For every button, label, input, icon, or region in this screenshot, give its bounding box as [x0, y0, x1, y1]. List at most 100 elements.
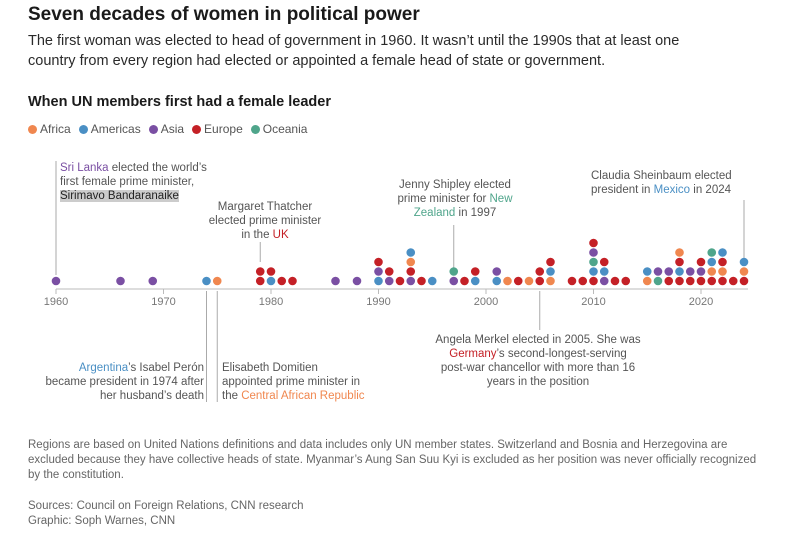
annotation-text: became president in 1974 after [45, 376, 204, 388]
data-point-americas [642, 267, 652, 276]
annotation-text: years in the position [486, 376, 590, 388]
legend-swatch-africa [28, 124, 37, 134]
data-point-americas [406, 248, 416, 257]
annotation-text: her husband’s death [99, 390, 204, 402]
data-point-americas [707, 257, 717, 267]
legend-item-africa: Africa [28, 122, 71, 136]
legend-item-asia: Asia [148, 122, 184, 136]
x-axis-tick-label: 1960 [44, 296, 68, 308]
legend-label-oceania: Oceania [262, 122, 308, 136]
data-point-africa [642, 276, 652, 286]
data-point-europe [255, 267, 265, 276]
data-point-europe [288, 276, 297, 286]
data-point-americas [202, 276, 211, 286]
data-point-europe [417, 276, 426, 286]
country-germany: Germany [449, 348, 497, 360]
sources: Sources: Council on Foreign Relations, C… [28, 499, 303, 529]
data-point-europe [374, 257, 383, 267]
annotation-text: the [222, 390, 242, 402]
x-axis-tick-label: 2020 [689, 296, 713, 308]
legend-item-oceania: Oceania [250, 122, 308, 136]
legend-swatch-americas [78, 124, 88, 134]
annotation-text: Jenny Shipley elected [399, 179, 511, 191]
data-point-europe [567, 276, 577, 286]
annotation-shipley: Jenny Shipley elected prime minister for… [390, 178, 520, 220]
data-point-oceania [589, 257, 598, 267]
data-point-europe [384, 267, 394, 276]
data-point-europe [610, 276, 620, 286]
annotation-text: prime minister for [397, 193, 490, 205]
data-point-asia [352, 276, 362, 286]
annotation-text: Elisabeth Domitien [222, 362, 318, 374]
data-point-europe [535, 267, 545, 276]
country-argentina: Argentina [78, 362, 129, 374]
data-point-asia [406, 276, 416, 286]
chart-legend: Africa Americas Asia Europe Oceania [28, 122, 307, 136]
annotation-text: elected prime minister [208, 215, 322, 227]
data-point-europe [621, 276, 631, 286]
country-new-zealand-b: Zealand [413, 207, 456, 219]
annotation-text: Claudia Sheinbaum elected [591, 170, 732, 182]
annotation-sri-lanka: Sri Lanka elected the world’s first fema… [60, 161, 207, 203]
data-point-europe [664, 276, 674, 286]
data-point-europe [578, 276, 588, 286]
x-axis-tick-label: 1990 [366, 296, 390, 308]
country-uk: UK [272, 229, 289, 241]
data-point-europe [707, 276, 717, 286]
annotation-text: in 1997 [455, 207, 497, 219]
data-point-oceania [707, 248, 717, 257]
annotation-thatcher: Margaret Thatcher elected prime minister… [200, 200, 330, 242]
data-point-asia [116, 276, 125, 286]
data-point-africa [675, 248, 684, 257]
data-point-asia [492, 267, 502, 276]
subtitle: The first woman was elected to head of g… [28, 33, 680, 69]
data-point-americas [718, 248, 727, 257]
data-point-oceania [653, 276, 663, 286]
country-mexico: Mexico [653, 184, 691, 196]
data-point-europe [696, 257, 706, 267]
annotation-text: ’s second-longest-serving [496, 348, 627, 360]
annotation-text: first female prime minister, [60, 176, 195, 188]
legend-swatch-europe [192, 124, 202, 134]
data-point-americas [599, 267, 609, 276]
data-point-europe [675, 276, 684, 286]
data-point-europe [460, 276, 469, 286]
data-point-americas [266, 276, 276, 286]
legend-label-europe: Europe [204, 122, 243, 136]
data-point-europe [470, 267, 480, 276]
annotation-text: Angela Merkel elected in 2005. She was [435, 334, 641, 346]
headline: Seven decades of women in political powe… [28, 4, 420, 25]
annotation-peron: Argentina’s Isabel Perón became presiden… [45, 361, 204, 403]
data-point-europe [589, 238, 598, 248]
data-point-europe [266, 267, 276, 276]
data-point-asia [449, 276, 459, 286]
annotation-text: ’s Isabel Perón [128, 362, 204, 374]
chart-panel [20, 84, 769, 412]
data-point-americas [374, 276, 383, 286]
data-point-americas [546, 267, 555, 276]
data-point-africa [406, 257, 416, 267]
data-point-europe [696, 276, 706, 286]
data-point-americas [427, 276, 437, 286]
data-point-asia [696, 267, 706, 276]
annotation-merkel: Angela Merkel elected in 2005. She was G… [410, 333, 666, 389]
highlight-name-bandaranaike: Sirimavo Bandaranaike [60, 190, 179, 202]
data-point-asia [589, 248, 598, 257]
data-point-europe [589, 276, 598, 286]
x-axis-tick-label: 1980 [259, 296, 283, 308]
data-point-americas [675, 267, 684, 276]
legend-swatch-asia [148, 124, 158, 134]
data-point-asia [685, 267, 695, 276]
chart-title: When UN members first had a female leade… [28, 94, 331, 110]
data-point-europe [255, 276, 265, 286]
footnote: Regions are based on United Nations defi… [28, 439, 757, 481]
annotation-text: post-war chancellor with more than 16 [440, 362, 636, 374]
data-point-africa [546, 276, 555, 286]
annotation-domitien: Elisabeth Domitien appointed prime minis… [222, 361, 365, 403]
data-point-africa [718, 267, 727, 276]
data-point-africa [524, 276, 534, 286]
x-axis-tick-label: 2000 [474, 296, 498, 308]
data-point-asia [374, 267, 383, 276]
annotation-text: president in [591, 184, 654, 196]
